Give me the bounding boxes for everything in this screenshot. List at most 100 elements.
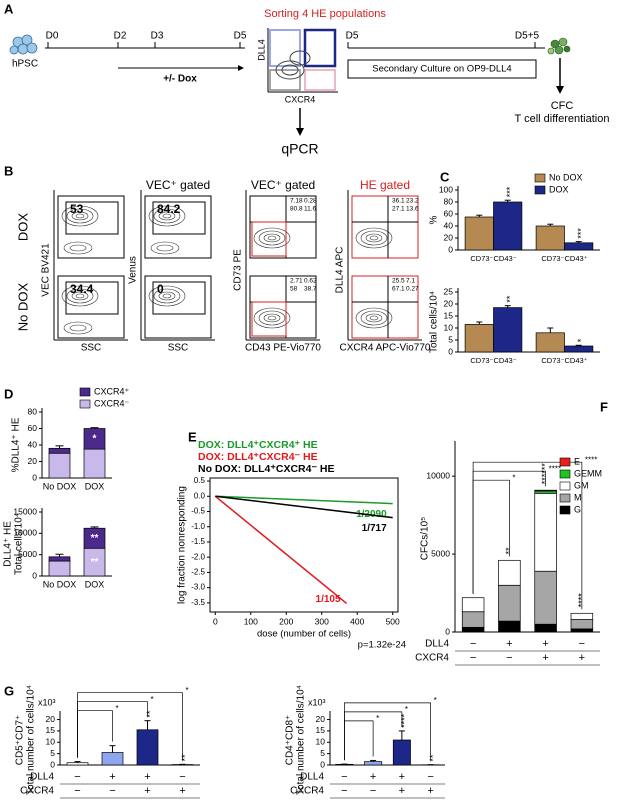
column-header: HE gated — [360, 178, 410, 192]
bar-segment — [570, 628, 594, 633]
y-tick-label: -3.5 — [191, 598, 205, 607]
quadrant-value: 67.1 — [392, 286, 405, 293]
bar — [535, 332, 565, 353]
significance: * — [434, 696, 437, 705]
significance: ****** — [540, 463, 550, 485]
contour — [258, 230, 286, 246]
y-tick-label: 15000 — [13, 506, 37, 516]
flow-plot — [57, 275, 125, 339]
condition-value: − — [109, 785, 115, 797]
y-axis-label: CD4⁺CD8⁺ — [285, 715, 296, 766]
condition-name: CXCR4 — [290, 786, 324, 797]
contour — [61, 205, 99, 227]
legend-label: DOX: DLL4⁺CXCR4⁻ HE — [198, 451, 318, 463]
y-tick-label: 0 — [448, 244, 453, 254]
significance: * — [512, 473, 515, 482]
quadrant-value: 0.62 — [304, 278, 317, 285]
bar-segment — [48, 560, 71, 577]
y-axis-label: DLL4⁺ HE — [3, 521, 14, 567]
legend-swatch — [559, 457, 571, 467]
significance: ** — [180, 754, 190, 762]
y-axis-label: Total number of cells/10⁴ — [26, 685, 37, 795]
quadrant-value: 11.6 — [304, 206, 317, 213]
gate — [65, 201, 119, 235]
flow-plot — [57, 195, 125, 259]
contour — [365, 313, 383, 323]
contour — [153, 288, 181, 304]
contour — [150, 241, 180, 255]
panel-title: Sorting 4 HE populations — [264, 8, 386, 20]
gate-value: 0 — [157, 282, 164, 296]
contour — [360, 310, 388, 326]
condition-value: + — [399, 785, 405, 797]
condition-value: − — [427, 771, 433, 783]
legend-label: CXCR4⁺ — [94, 386, 130, 396]
y-tick-label: 10000 — [426, 470, 450, 480]
legend-label: No DOX — [549, 172, 583, 182]
y-axis-label: Total cells/10⁴ — [429, 291, 440, 353]
bar — [66, 762, 89, 766]
contour — [158, 211, 176, 221]
significance: ** — [428, 754, 438, 762]
cell-label: hPSC — [12, 59, 38, 70]
flow-plot — [351, 195, 419, 259]
condition-value: + — [542, 638, 548, 650]
contour — [63, 241, 93, 255]
panel-label: A — [4, 1, 14, 16]
x-tick-label: CD73⁻CD43⁻ — [470, 254, 516, 263]
bar-segment — [461, 626, 485, 633]
y-tick-label: 0 — [448, 346, 453, 356]
plot-frame — [209, 477, 399, 613]
contour — [162, 293, 172, 299]
y-axis-label: Total number of cells/10⁴ — [296, 685, 307, 795]
axis-multiplier: x10³ — [308, 697, 326, 707]
legend-label: E — [574, 456, 580, 466]
legend-label: G — [574, 504, 581, 514]
contour — [69, 244, 87, 252]
y-axis-label: CD73 PE — [233, 249, 244, 291]
legend-swatch — [79, 387, 91, 397]
line — [214, 495, 348, 605]
legend-label: GEMM — [574, 468, 602, 478]
bracket — [77, 692, 183, 761]
y-tick-label: 5000 — [431, 548, 450, 558]
gate — [251, 221, 287, 257]
axis-multiplier: x10³ — [38, 697, 56, 707]
quadrant-value: 13.6 — [406, 206, 419, 213]
significance: **** — [585, 455, 597, 464]
y-axis-label: CD5⁺CD7⁺ — [15, 715, 26, 766]
bar — [535, 225, 565, 251]
panel-label: D — [4, 386, 13, 401]
flow-plot — [144, 275, 212, 339]
quadrant-value: 23.2 — [406, 198, 419, 205]
y-tick-label: -1.0 — [191, 522, 205, 531]
condition-name: DLL4 — [425, 639, 449, 650]
gate-value: 34.4 — [70, 282, 94, 296]
y-tick-label: 0 — [445, 626, 450, 636]
day-label: D5 — [346, 31, 359, 42]
x-tick-label: 500 — [386, 616, 400, 626]
condition-value: − — [341, 771, 347, 783]
gate — [251, 301, 287, 337]
x-tick-label: No DOX — [43, 579, 77, 589]
condition-value: − — [506, 652, 512, 664]
condition-value: − — [579, 638, 585, 650]
condition-name: DLL4 — [300, 772, 324, 783]
contour — [69, 324, 87, 332]
arrow-head — [238, 65, 244, 71]
bracket — [344, 702, 431, 761]
y-tick-label: 15 — [46, 725, 56, 735]
arrow-head — [556, 86, 564, 94]
bar — [392, 739, 411, 766]
y-tick-label: 0.0 — [194, 491, 206, 500]
legend-swatch — [534, 185, 546, 195]
quadrant-value: 36.1 — [392, 198, 405, 205]
bracket — [77, 710, 113, 758]
y-tick-label: 10000 — [13, 528, 37, 538]
culture-box — [347, 59, 537, 79]
contour — [369, 235, 379, 241]
x-tick-label: 200 — [279, 616, 293, 626]
y-tick-label: 0 — [320, 759, 325, 769]
contour — [263, 233, 281, 243]
